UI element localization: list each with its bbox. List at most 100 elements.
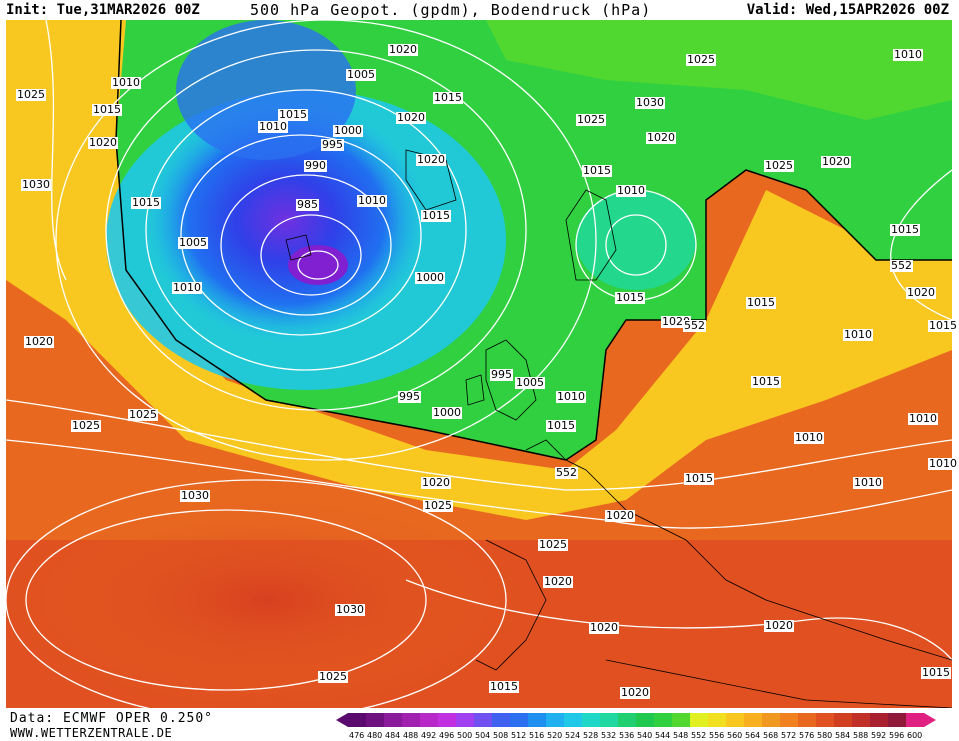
high-pressure-core: [6, 490, 526, 708]
isobar-label: 1015: [928, 319, 958, 332]
isobar-label: 1010: [928, 457, 958, 470]
legend-swatch: [780, 713, 798, 727]
legend-tick-label: 572: [781, 731, 796, 740]
legend-tick-label: 536: [619, 731, 634, 740]
legend-swatch: [348, 713, 366, 727]
legend-swatch: [510, 713, 528, 727]
legend-tick-label: 480: [367, 731, 382, 740]
legend-swatch: [528, 713, 546, 727]
isobar-label: 1030: [21, 178, 51, 191]
isobar-label: 1030: [335, 603, 365, 616]
legend-tick-label: 488: [403, 731, 418, 740]
isobar-label: 1020: [388, 43, 418, 56]
legend-tick-label: 528: [583, 731, 598, 740]
isobar-label: 1020: [24, 335, 54, 348]
legend-swatch: [456, 713, 474, 727]
legend-swatch: [852, 713, 870, 727]
isobar-label: 1015: [921, 666, 951, 679]
isobar-label: 1025: [128, 408, 158, 421]
isobar-label: 1010: [893, 48, 923, 61]
isobar-label: 552: [890, 259, 913, 272]
legend-swatch: [834, 713, 852, 727]
isobar-label: 1025: [538, 538, 568, 551]
legend-swatch: [672, 713, 690, 727]
isobar-label: 1015: [421, 209, 451, 222]
legend-tick-label: 496: [439, 731, 454, 740]
legend-swatch: [708, 713, 726, 727]
website-credit: WWW.WETTERZENTRALE.DE: [10, 726, 173, 740]
legend-swatch: [654, 713, 672, 727]
isobar-label: 1020: [906, 286, 936, 299]
isobar-label: 1010: [794, 431, 824, 444]
data-source: Data: ECMWF OPER 0.250°: [10, 711, 214, 726]
legend-tick-label: 580: [817, 731, 832, 740]
yellow-band: [6, 20, 952, 520]
legend-swatch: [564, 713, 582, 727]
isobar-label: 1015: [131, 196, 161, 209]
coastlines: [285, 149, 952, 708]
geopotential-map: [6, 20, 952, 708]
isobar-label: 1025: [423, 499, 453, 512]
legend-tick-label: 596: [889, 731, 904, 740]
isobar-label: 1000: [432, 406, 462, 419]
north-green: [486, 20, 952, 120]
legend-swatch: [888, 713, 906, 727]
legend-tick-label: 492: [421, 731, 436, 740]
legend-tick-label: 476: [349, 731, 364, 740]
isobar-label: 1010: [172, 281, 202, 294]
legend-swatch: [492, 713, 510, 727]
isobar-label: 1005: [346, 68, 376, 81]
isobar-label: 1020: [543, 575, 573, 588]
legend-swatch: [690, 713, 708, 727]
legend-tick-label: 560: [727, 731, 742, 740]
isobar-label: 995: [321, 138, 344, 151]
legend-tick-label: 568: [763, 731, 778, 740]
map-title: 500 hPa Geopot. (gpdm), Bodendruck (hPa): [250, 1, 652, 19]
legend-arrow-left: [336, 713, 348, 727]
legend-swatch: [420, 713, 438, 727]
isobar-label: 1015: [615, 291, 645, 304]
legend-swatch: [762, 713, 780, 727]
isobar-label: 1025: [576, 113, 606, 126]
isobar-label: 1020: [416, 153, 446, 166]
legend-tick-label: 532: [601, 731, 616, 740]
isobar-label: 1020: [396, 111, 426, 124]
legend-tick-label: 576: [799, 731, 814, 740]
isobar-label: 1020: [764, 619, 794, 632]
legend-tick-label: 564: [745, 731, 760, 740]
isobar-label: 1015: [751, 375, 781, 388]
isobar-label: 1010: [258, 120, 288, 133]
isobar-label: 1025: [16, 88, 46, 101]
isobar-label: 1020: [88, 136, 118, 149]
legend-tick-label: 600: [907, 731, 922, 740]
isobar-label: 1020: [620, 686, 650, 699]
isobar-label: 1015: [278, 108, 308, 121]
isobar-label: 990: [304, 159, 327, 172]
isobar-label: 1025: [71, 419, 101, 432]
isobar-label: 985: [296, 198, 319, 211]
isobar-label: 1000: [333, 124, 363, 137]
legend-tick-label: 592: [871, 731, 886, 740]
legend-tick-label: 548: [673, 731, 688, 740]
isobar-lines: [6, 20, 952, 708]
legend-tick-label: 508: [493, 731, 508, 740]
legend-swatch: [438, 713, 456, 727]
isobar-label: 552: [555, 466, 578, 479]
isobar-label: 1015: [582, 164, 612, 177]
legend-swatch: [546, 713, 564, 727]
isobar-label: 1010: [357, 194, 387, 207]
legend-tick-label: 484: [385, 731, 400, 740]
isobar-label: 1010: [843, 328, 873, 341]
isobar-label: 1015: [489, 680, 519, 693]
isobar-label: 1020: [605, 509, 635, 522]
isobar-label: 1020: [589, 621, 619, 634]
valid-time: Valid: Wed,15APR2026 00Z: [746, 2, 949, 18]
legend-swatch: [600, 713, 618, 727]
legend-swatch: [798, 713, 816, 727]
color-legend: 476 480 484 488 492 496 500 504 508 512 516 520 524 5…: [336, 713, 936, 740]
legend-tick-label: 540: [637, 731, 652, 740]
isobar-label: 1010: [853, 476, 883, 489]
isobar-label: 1000: [415, 271, 445, 284]
legend-tick-label: 512: [511, 731, 526, 740]
